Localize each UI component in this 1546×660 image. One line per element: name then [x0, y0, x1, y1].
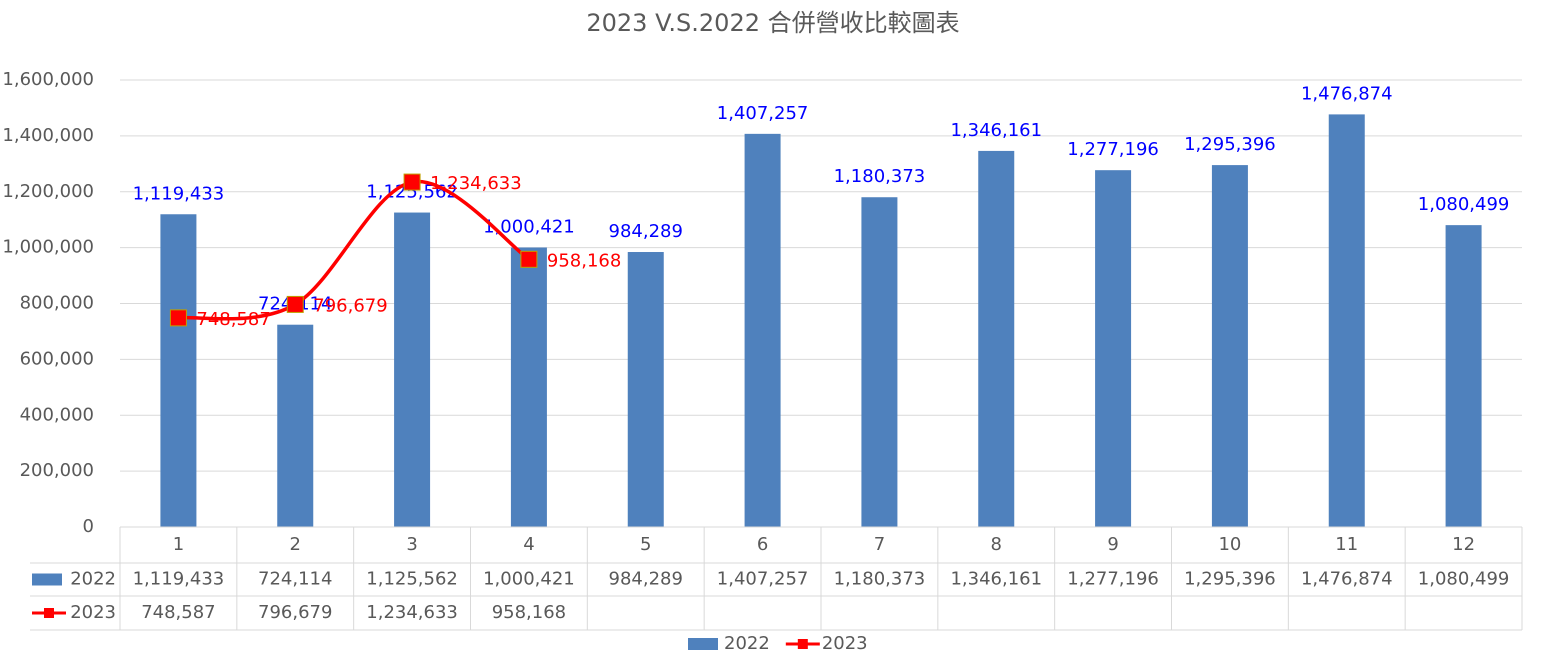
x-tick-label: 11 [1335, 534, 1358, 555]
table-series-name: 2023 [70, 602, 116, 623]
table-cell: 748,587 [141, 602, 215, 623]
table-series-name: 2022 [70, 569, 116, 590]
table-cell: 1,277,196 [1067, 569, 1159, 590]
bar [1095, 170, 1132, 528]
data-label: 1,234,633 [430, 173, 522, 194]
x-tick-label: 6 [757, 534, 768, 555]
x-tick-label: 1 [173, 534, 184, 555]
chart-title: 2023 V.S.2022 合併營收比較圖表 [586, 9, 959, 37]
y-tick-label: 1,200,000 [2, 181, 94, 202]
x-tick-label: 7 [874, 534, 885, 555]
table-cell: 1,407,257 [717, 569, 809, 590]
table-cell: 1,346,161 [950, 569, 1042, 590]
table-cell: 796,679 [258, 602, 332, 623]
table-cell: 1,000,421 [483, 569, 575, 590]
table-cell: 1,234,633 [366, 602, 458, 623]
x-tick-label: 3 [406, 534, 417, 555]
data-label: 984,289 [609, 221, 683, 242]
legend-label: 2023 [822, 633, 868, 654]
y-tick-label: 400,000 [20, 404, 94, 425]
data-label: 958,168 [547, 250, 621, 271]
data-label: 748,587 [196, 309, 270, 330]
y-tick-label: 1,600,000 [2, 69, 94, 90]
bar [744, 133, 781, 527]
bar [160, 214, 197, 527]
bar [1211, 165, 1248, 527]
data-label: 1,180,373 [834, 166, 926, 187]
table-cell: 1,476,874 [1301, 569, 1393, 590]
bar [394, 212, 431, 527]
legend-key [797, 639, 808, 649]
marker [520, 250, 538, 268]
data-label: 1,346,161 [950, 120, 1042, 141]
table-cell: 1,080,499 [1418, 569, 1510, 590]
x-tick-label: 8 [991, 534, 1002, 555]
data-label: 1,476,874 [1301, 83, 1393, 104]
y-tick-label: 1,400,000 [2, 125, 94, 146]
x-tick-label: 9 [1107, 534, 1118, 555]
data-label: 1,295,396 [1184, 134, 1276, 155]
y-tick-label: 1,000,000 [2, 237, 94, 258]
bar [978, 150, 1015, 528]
x-tick-label: 5 [640, 534, 651, 555]
marker [286, 295, 304, 313]
table-cell: 724,114 [258, 569, 332, 590]
table-cell: 958,168 [492, 602, 566, 623]
data-label: 796,679 [313, 295, 387, 316]
x-tick-label: 10 [1218, 534, 1241, 555]
table-key [44, 608, 54, 618]
table-cell: 1,180,373 [834, 569, 926, 590]
bar [861, 197, 898, 528]
data-label: 1,000,421 [483, 217, 575, 238]
table-cell: 1,295,396 [1184, 569, 1276, 590]
x-tick-label: 12 [1452, 534, 1475, 555]
y-tick-label: 800,000 [20, 293, 94, 314]
marker [169, 309, 187, 327]
legend-label: 2022 [724, 633, 770, 654]
bar [510, 247, 547, 527]
data-label: 1,119,433 [133, 183, 225, 204]
bar [277, 324, 314, 527]
bar [1328, 114, 1365, 528]
legend-key [688, 638, 718, 650]
line [178, 179, 530, 321]
table-key [32, 573, 62, 586]
y-tick-label: 200,000 [20, 460, 94, 481]
table-cell: 1,125,562 [366, 569, 458, 590]
data-label: 1,407,257 [717, 103, 809, 124]
data-label: 1,277,196 [1067, 139, 1159, 160]
data-label: 1,080,499 [1418, 194, 1510, 215]
table-cell: 984,289 [609, 569, 683, 590]
x-tick-label: 2 [290, 534, 301, 555]
bar [627, 252, 664, 527]
marker [403, 173, 421, 191]
x-tick-label: 4 [523, 534, 534, 555]
y-tick-label: 0 [83, 516, 94, 537]
table-cell: 1,119,433 [133, 569, 225, 590]
y-tick-label: 600,000 [20, 348, 94, 369]
bar [1445, 225, 1482, 527]
